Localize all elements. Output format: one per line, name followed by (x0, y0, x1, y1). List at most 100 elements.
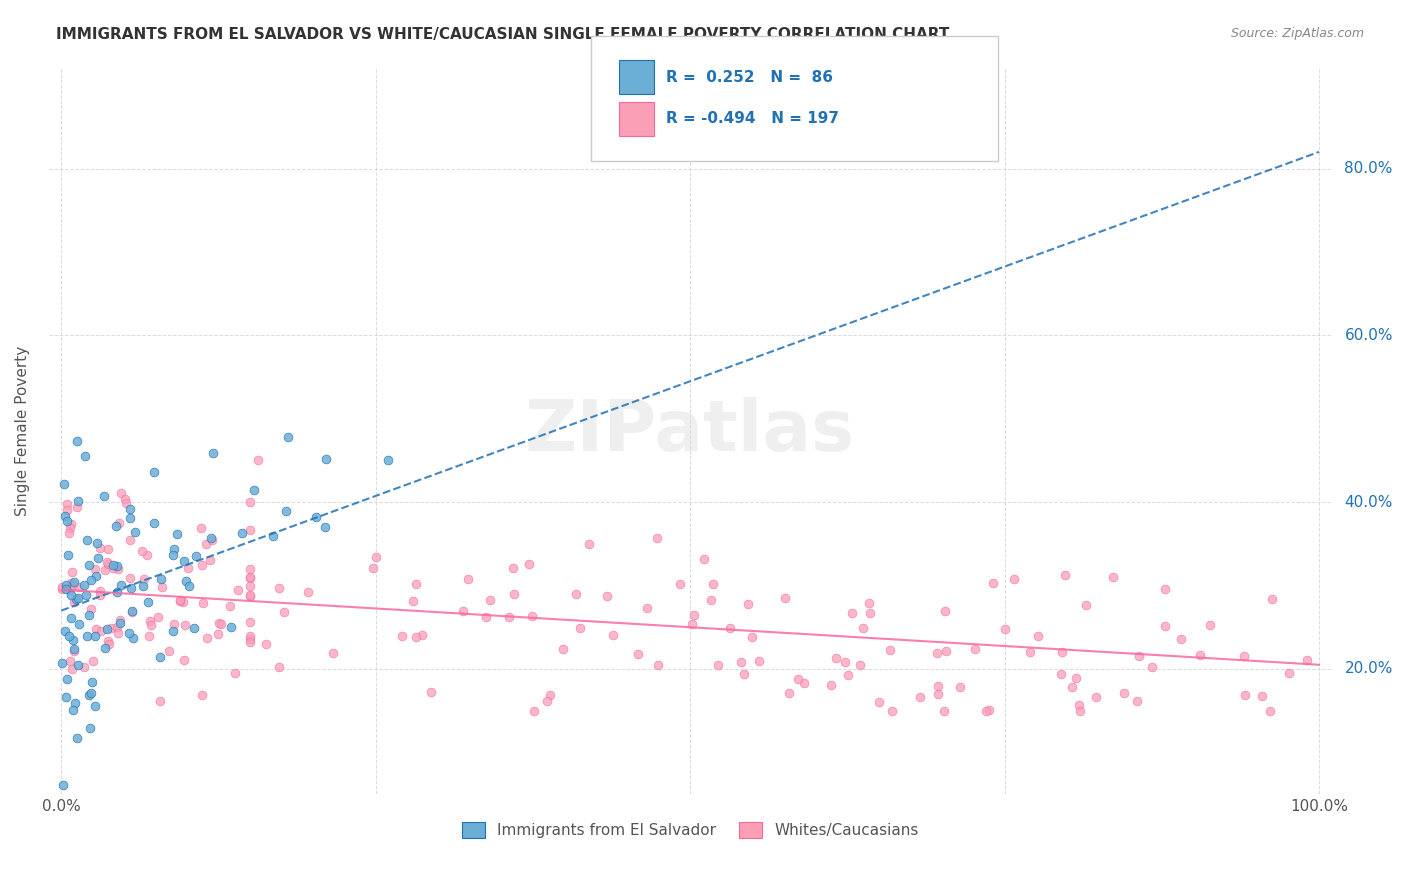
Point (849, 657, 872, 672)
Point (475, 609, 498, 624)
Point (239, 579, 262, 593)
Point (97, 557, 120, 571)
Point (59, 516, 82, 531)
Point (538, 689, 561, 703)
Point (247, 453, 270, 467)
Point (1050, 666, 1073, 681)
Point (63, 641, 86, 656)
Point (80, 573, 103, 587)
Point (89, 584, 111, 599)
Point (97, 541, 120, 556)
Point (681, 616, 703, 631)
Point (143, 465, 166, 479)
Point (108, 516, 131, 531)
Point (110, 486, 132, 500)
Point (737, 598, 759, 612)
Point (239, 589, 262, 603)
Point (94, 641, 117, 656)
Point (149, 572, 172, 586)
Point (207, 627, 229, 641)
Point (63, 595, 86, 609)
Point (523, 704, 546, 718)
Point (239, 523, 262, 537)
Point (79, 721, 101, 735)
Point (59, 582, 82, 597)
Point (83, 629, 105, 643)
Point (880, 704, 903, 718)
Point (239, 571, 262, 585)
Point (51, 582, 73, 596)
Point (1069, 704, 1091, 718)
Point (59, 581, 82, 595)
Point (172, 595, 194, 609)
Point (1170, 632, 1192, 646)
Point (108, 613, 131, 627)
Point (208, 616, 231, 631)
Point (224, 666, 246, 681)
Point (1153, 619, 1175, 633)
Point (56, 673, 79, 687)
Point (82, 654, 104, 668)
Point (132, 573, 155, 587)
Point (139, 615, 162, 629)
Point (602, 628, 624, 642)
Point (1054, 568, 1077, 582)
Point (60, 565, 83, 579)
Point (58, 548, 80, 562)
Point (1084, 690, 1107, 704)
Point (457, 572, 479, 586)
Point (75, 449, 97, 463)
Point (97, 634, 120, 648)
Point (89, 541, 111, 555)
Point (1018, 645, 1040, 659)
Text: 40.0%: 40.0% (1344, 495, 1393, 509)
Point (1074, 598, 1097, 612)
Point (787, 672, 810, 686)
Point (138, 629, 160, 643)
Point (201, 533, 224, 548)
Point (707, 658, 730, 673)
Point (118, 533, 141, 547)
Point (157, 644, 180, 658)
Point (315, 452, 337, 467)
Point (927, 687, 949, 701)
Point (120, 581, 142, 595)
Point (53, 508, 76, 523)
Point (62, 632, 84, 647)
Point (927, 679, 949, 693)
Point (139, 618, 162, 632)
Point (83, 698, 105, 713)
Point (149, 649, 172, 664)
Point (219, 619, 242, 633)
Point (1154, 582, 1177, 597)
Point (502, 561, 524, 575)
Point (76, 629, 98, 643)
Point (118, 571, 141, 585)
Point (391, 630, 413, 644)
Point (699, 593, 721, 607)
Point (96, 622, 118, 636)
Point (65, 731, 87, 745)
Point (569, 621, 592, 635)
Text: IMMIGRANTS FROM EL SALVADOR VS WHITE/CAUCASIAN SINGLE FEMALE POVERTY CORRELATION: IMMIGRANTS FROM EL SALVADOR VS WHITE/CAU… (56, 27, 949, 42)
Point (636, 600, 658, 615)
Point (974, 704, 997, 718)
Point (239, 615, 262, 629)
Point (478, 592, 501, 607)
Point (107, 625, 129, 640)
Point (59, 521, 82, 535)
Point (110, 615, 132, 630)
Point (191, 596, 214, 610)
Point (1004, 572, 1026, 586)
Point (551, 642, 574, 657)
Point (115, 496, 138, 510)
Point (194, 537, 217, 551)
Point (879, 643, 901, 657)
Point (105, 585, 128, 599)
Point (84, 622, 107, 636)
Point (1296, 653, 1319, 667)
Point (741, 630, 763, 644)
Point (262, 529, 284, 543)
Point (859, 606, 882, 620)
Point (949, 680, 972, 694)
